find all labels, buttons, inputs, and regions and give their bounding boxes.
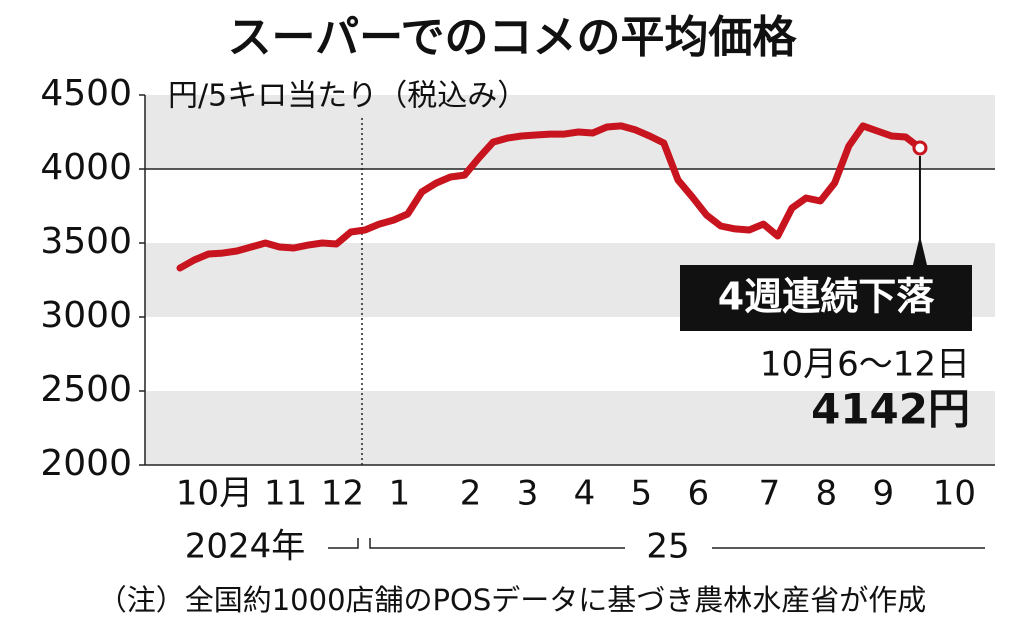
x-tick-label: 3 — [517, 474, 539, 514]
x-tick-label: 1 — [389, 474, 411, 514]
x-tick-label: 9 — [872, 474, 894, 514]
annotation-period: 10月6～12日 — [760, 345, 970, 385]
x-tick-label: 8 — [816, 474, 838, 514]
chart-title: スーパーでのコメの平均価格 — [228, 12, 798, 63]
grid-band — [145, 391, 995, 465]
x-tick-label: 11 — [264, 474, 307, 514]
y-tick-label: 3500 — [40, 221, 132, 262]
annotation-badge — [680, 265, 972, 331]
annotation-price: 4142円 — [811, 385, 970, 434]
annotation-badge-text: 4週連続下落 — [718, 275, 935, 319]
x-tick-label: 2 — [460, 474, 482, 514]
unit-label: 円/5キロ当たり（税込み） — [168, 79, 527, 114]
x-tick-label: 4 — [574, 474, 596, 514]
x-tick-label: 7 — [759, 474, 781, 514]
y-tick-label: 2000 — [40, 443, 132, 484]
x-tick-label: 12 — [321, 474, 364, 514]
year-bracket — [328, 538, 985, 549]
note: （注）全国約1000店舗のPOSデータに基づき農林水産省が作成 — [98, 583, 927, 617]
last-point — [912, 140, 928, 156]
y-tick-label: 2500 — [40, 369, 132, 410]
year-label: 25 — [646, 527, 689, 567]
y-tick-label: 3000 — [40, 295, 132, 336]
annotation-pointer — [912, 155, 928, 266]
price-line — [176, 122, 924, 272]
x-tick-label: 10 — [933, 474, 976, 514]
x-tick-label: 6 — [687, 474, 709, 514]
year-label: 2024年 — [185, 527, 306, 567]
x-tick-label: 5 — [631, 474, 653, 514]
y-tick-label: 4500 — [40, 73, 132, 114]
x-tick-label: 10月 — [176, 474, 253, 514]
y-tick-label: 4000 — [40, 147, 132, 188]
